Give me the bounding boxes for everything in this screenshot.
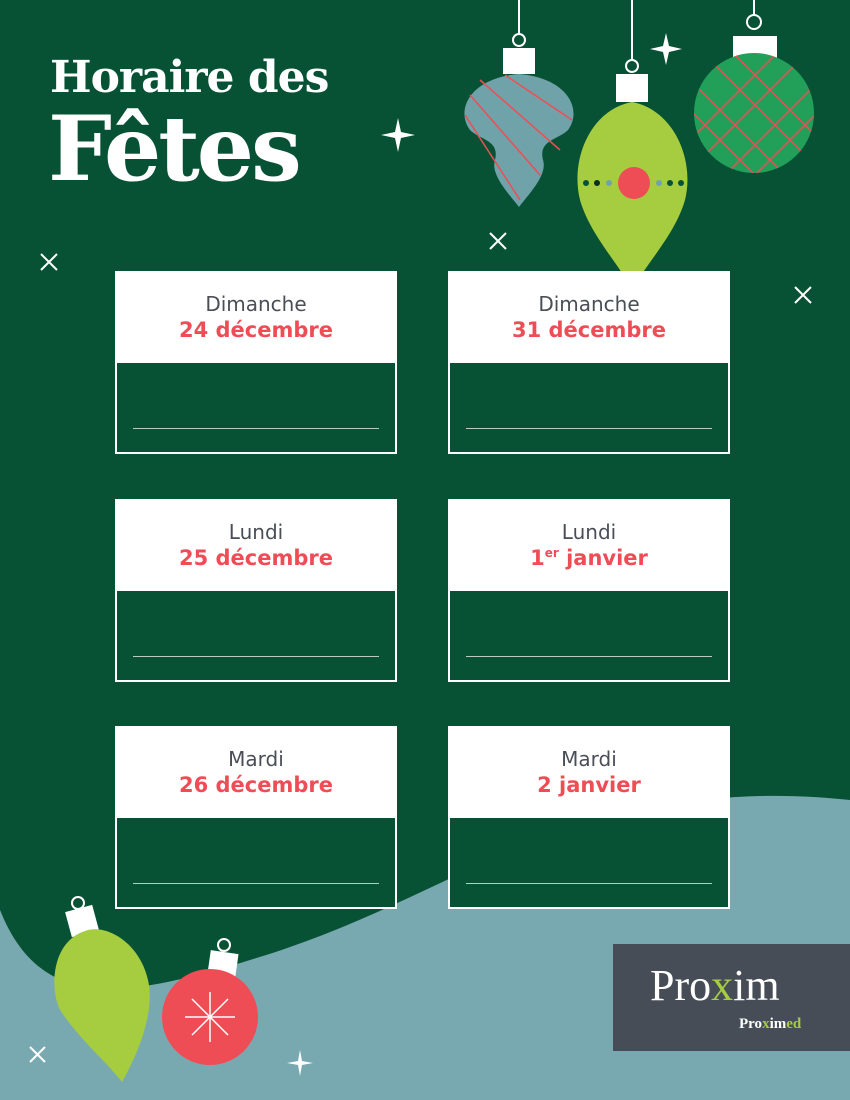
date-label: 26 décembre: [178, 773, 333, 797]
proxim-logo: Proxim Proximed: [613, 944, 850, 1051]
schedule-card: Lundi 25 décembre: [115, 499, 397, 682]
day-label: Dimanche: [205, 292, 307, 316]
schedule-card: Dimanche 24 décembre: [115, 271, 397, 454]
date-label: 31 décembre: [511, 318, 666, 342]
date-label: 2 janvier: [537, 773, 641, 797]
schedule-card: Mardi 26 décembre: [115, 726, 397, 909]
day-label: Dimanche: [538, 292, 640, 316]
hours-line: [133, 428, 379, 429]
schedule-card: Dimanche 31 décembre: [448, 271, 730, 454]
date-label: 25 décembre: [178, 546, 333, 570]
day-label: Mardi: [561, 747, 617, 771]
title-line2: Fêtes: [48, 96, 302, 202]
hours-line: [466, 656, 712, 657]
ornament-teal-icon: [464, 0, 574, 207]
day-label: Lundi: [561, 520, 617, 544]
ornament-lime-drop-icon: [577, 0, 688, 290]
sparkle-icons: [287, 33, 682, 1076]
date-label: 1er janvier: [530, 546, 648, 570]
schedule-card: Lundi 1er janvier: [448, 499, 730, 682]
hours-line: [466, 883, 712, 884]
day-label: Lundi: [228, 520, 284, 544]
hours-line: [133, 656, 379, 657]
hours-line: [466, 428, 712, 429]
ornament-green-ball-icon: [694, 0, 814, 173]
day-label: Mardi: [228, 747, 284, 771]
hours-line: [133, 883, 379, 884]
cross-sparkle-icons: [29, 232, 812, 1063]
ornament-lime-bottom-icon: [54, 896, 150, 1082]
ornament-red-ball-icon: [162, 938, 258, 1065]
title-line1: Horaire des: [50, 52, 329, 103]
date-label: 24 décembre: [178, 318, 333, 342]
schedule-card: Mardi 2 janvier: [448, 726, 730, 909]
